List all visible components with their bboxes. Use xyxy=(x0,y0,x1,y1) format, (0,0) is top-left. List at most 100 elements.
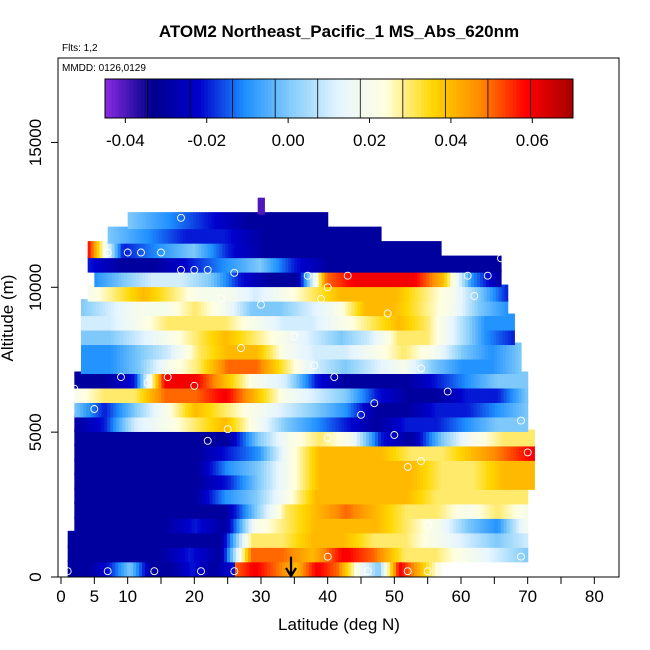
heatmap-cell xyxy=(83,472,87,490)
heatmap-cell xyxy=(446,487,451,505)
heatmap-cell xyxy=(381,255,385,273)
heatmap-cell xyxy=(426,284,431,302)
heatmap-cell xyxy=(438,443,442,461)
heatmap-cell xyxy=(254,472,259,490)
heatmap-cell xyxy=(360,284,365,302)
colorbar-swatch xyxy=(126,79,131,118)
heatmap-cell xyxy=(239,545,243,563)
heatmap-cell xyxy=(327,241,331,259)
heatmap-cell xyxy=(281,385,286,403)
heatmap-cell xyxy=(329,545,333,563)
heatmap-cell xyxy=(494,371,499,389)
heatmap-cell xyxy=(83,443,87,461)
heatmap-cell xyxy=(104,400,108,418)
heatmap-cell xyxy=(302,371,307,389)
heatmap-cell xyxy=(113,371,117,389)
heatmap-cell xyxy=(369,255,373,273)
heatmap-cell xyxy=(207,328,211,346)
heatmap-cell xyxy=(169,545,174,563)
heatmap-cell xyxy=(213,255,218,273)
heatmap-cell xyxy=(193,545,198,563)
heatmap-cell xyxy=(359,516,364,534)
heatmap-cell xyxy=(191,501,196,519)
heatmap-cell xyxy=(133,559,137,577)
heatmap-cell xyxy=(389,545,393,563)
heatmap-cell xyxy=(431,530,436,548)
heatmap-cell xyxy=(491,342,495,360)
heatmap-cell xyxy=(452,371,457,389)
heatmap-cell xyxy=(489,270,493,288)
heatmap-cell xyxy=(297,255,301,273)
heatmap-cell xyxy=(300,270,305,288)
heatmap-cell xyxy=(395,414,400,432)
heatmap-cell xyxy=(306,559,310,577)
heatmap-cell xyxy=(341,385,346,403)
heatmap-cell xyxy=(473,385,478,403)
heatmap-cell xyxy=(407,385,412,403)
heatmap-cell xyxy=(443,530,448,548)
heatmap-cell xyxy=(202,212,206,230)
sample-point xyxy=(103,567,112,576)
heatmap-cell xyxy=(436,328,440,346)
heatmap-cell xyxy=(86,385,90,403)
heatmap-cell xyxy=(146,443,151,461)
heatmap-cell xyxy=(233,342,238,360)
heatmap-cell xyxy=(429,443,433,461)
heatmap-cell xyxy=(224,357,229,375)
heatmap-cell xyxy=(203,371,208,389)
heatmap-cell xyxy=(233,357,238,375)
heatmap-cell xyxy=(395,342,399,360)
colorbar-swatch xyxy=(385,79,390,118)
heatmap-cell xyxy=(107,414,111,432)
heatmap-cell xyxy=(158,443,163,461)
heatmap-cell xyxy=(109,530,114,548)
heatmap-cell xyxy=(335,472,340,490)
heatmap-cell xyxy=(131,371,135,389)
heatmap-cell xyxy=(242,530,246,548)
heatmap-cell xyxy=(245,487,250,505)
heatmap-cell xyxy=(353,357,357,375)
heatmap-cell xyxy=(161,371,165,389)
heatmap-cell xyxy=(77,429,81,447)
heatmap-cell xyxy=(239,501,244,519)
heatmap-cell xyxy=(518,487,523,505)
heatmap-cell xyxy=(290,545,294,563)
heatmap-cell xyxy=(104,487,108,505)
heatmap-cell xyxy=(182,400,187,418)
heatmap-cell xyxy=(314,414,319,432)
heatmap-cell xyxy=(384,429,388,447)
heatmap-cell xyxy=(323,400,328,418)
colorbar-swatch xyxy=(395,79,400,118)
sample-point xyxy=(70,384,79,393)
heatmap-cell xyxy=(279,270,284,288)
heatmap-cell xyxy=(125,487,129,505)
heatmap-cell xyxy=(258,313,263,331)
heatmap-cell xyxy=(182,443,187,461)
heatmap-cell xyxy=(209,342,214,360)
heatmap-cell xyxy=(107,357,112,375)
x-tick-label: 40 xyxy=(318,587,337,606)
heatmap-cell xyxy=(509,342,513,360)
heatmap-cell xyxy=(281,530,285,548)
heatmap-cell xyxy=(318,313,323,331)
heatmap-cell xyxy=(216,255,221,273)
heatmap-cell xyxy=(341,516,346,534)
heatmap-cell xyxy=(417,284,422,302)
heatmap-cell xyxy=(260,414,265,432)
heatmap-cell xyxy=(80,400,84,418)
heatmap-cell xyxy=(188,342,193,360)
heatmap-cell xyxy=(461,400,466,418)
heatmap-cell xyxy=(347,458,352,476)
heatmap-cell xyxy=(197,385,202,403)
heatmap-cell xyxy=(366,241,370,259)
heatmap-cell xyxy=(102,313,106,331)
heatmap-cell xyxy=(206,472,211,490)
heatmap-cell xyxy=(347,443,352,461)
heatmap-cell xyxy=(509,487,514,505)
heatmap-cell xyxy=(89,385,93,403)
heatmap-cell xyxy=(287,487,292,505)
colorbar-swatch xyxy=(264,79,269,118)
heatmap-cell xyxy=(354,284,359,302)
heatmap-cell xyxy=(248,342,253,360)
heatmap-cell xyxy=(125,342,130,360)
